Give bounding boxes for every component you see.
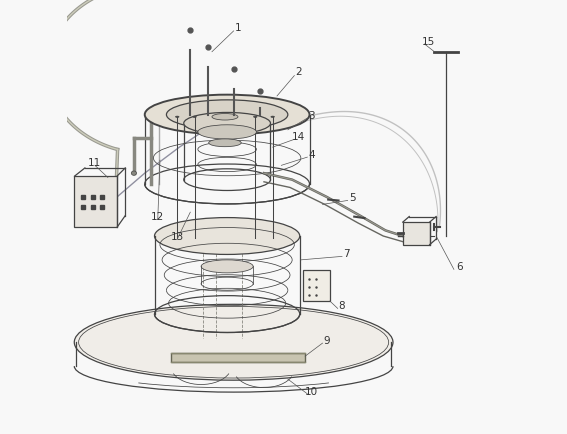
Ellipse shape <box>271 117 274 118</box>
Text: 3: 3 <box>308 110 315 120</box>
Text: 12: 12 <box>151 212 164 222</box>
Ellipse shape <box>212 114 238 121</box>
Bar <box>74 177 117 228</box>
Bar <box>303 270 330 301</box>
Ellipse shape <box>176 117 179 118</box>
Text: 7: 7 <box>343 249 350 259</box>
Ellipse shape <box>253 117 257 118</box>
Ellipse shape <box>193 117 196 118</box>
Text: 4: 4 <box>308 149 315 159</box>
Text: 9: 9 <box>324 335 330 345</box>
Ellipse shape <box>198 125 256 140</box>
Ellipse shape <box>167 101 288 130</box>
Text: 11: 11 <box>88 158 101 168</box>
Text: 1: 1 <box>235 23 242 33</box>
Bar <box>171 353 305 362</box>
Ellipse shape <box>154 218 300 255</box>
Ellipse shape <box>209 140 241 148</box>
Text: 14: 14 <box>292 132 305 142</box>
Ellipse shape <box>201 260 253 273</box>
Ellipse shape <box>145 95 310 135</box>
Text: 5: 5 <box>350 193 356 203</box>
Bar <box>403 223 430 245</box>
Text: 10: 10 <box>305 386 318 396</box>
Text: 6: 6 <box>456 262 463 272</box>
Ellipse shape <box>132 171 137 176</box>
Text: 2: 2 <box>295 67 302 77</box>
Text: 15: 15 <box>422 37 435 47</box>
Text: 13: 13 <box>171 231 184 241</box>
Ellipse shape <box>74 305 393 380</box>
Text: 8: 8 <box>338 301 345 311</box>
Ellipse shape <box>184 113 270 135</box>
